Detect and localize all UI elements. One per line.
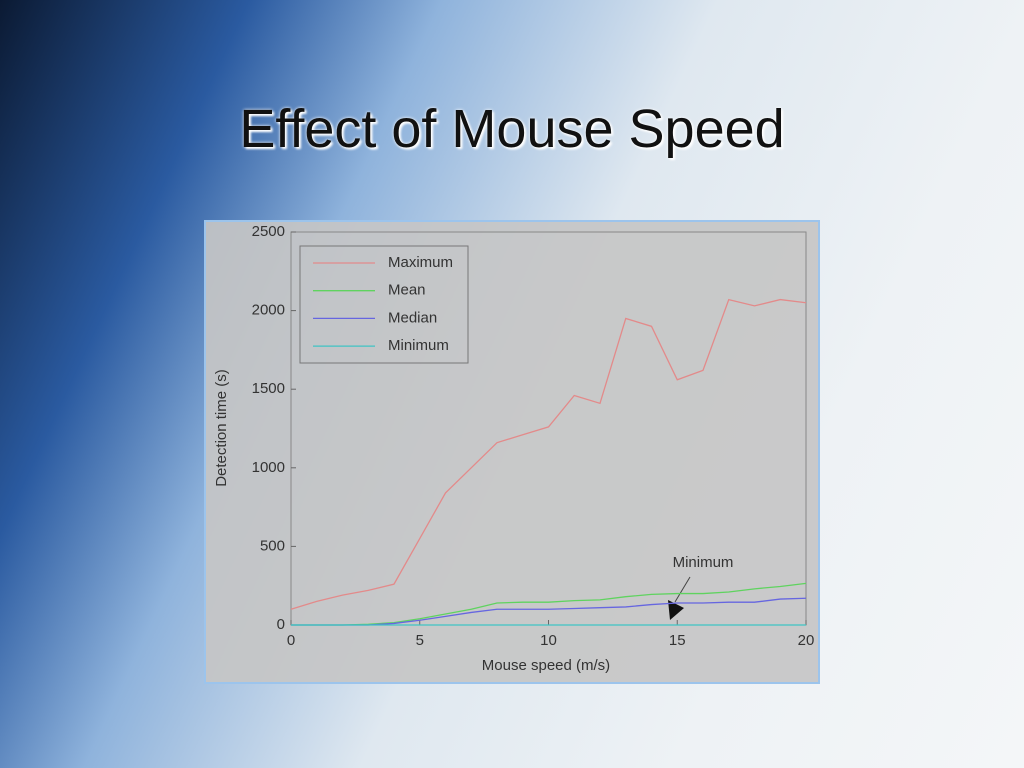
x-axis-label: Mouse speed (m/s) — [482, 657, 610, 674]
x-tick-label: 5 — [416, 632, 424, 649]
legend-label: Minimum — [388, 337, 449, 354]
y-tick-label: 1000 — [252, 459, 285, 476]
annotation-arrow-head — [668, 600, 684, 620]
y-tick-label: 0 — [277, 616, 285, 633]
y-tick-label: 500 — [260, 537, 285, 554]
legend-box — [299, 245, 469, 364]
x-tick-label: 20 — [798, 632, 815, 649]
x-tick-label: 15 — [669, 632, 686, 649]
legend-label: Maximum — [388, 254, 453, 271]
x-tick-label: 0 — [287, 632, 295, 649]
y-tick-label: 1500 — [252, 380, 285, 397]
y-axis-label: Detection time (s) — [213, 369, 230, 487]
chart-panel — [204, 220, 820, 684]
legend-label: Median — [388, 309, 437, 326]
series-line — [290, 298, 807, 610]
annotation-arrow-line — [674, 576, 691, 603]
y-tick-label: 2500 — [252, 223, 285, 240]
series-line — [291, 582, 807, 626]
x-tick-label: 10 — [540, 632, 557, 649]
annotation: Minimum — [673, 554, 734, 571]
y-tick-label: 2000 — [252, 302, 285, 319]
slide-title: Effect of Mouse Speed — [239, 99, 785, 159]
legend-label: Mean — [388, 282, 426, 299]
